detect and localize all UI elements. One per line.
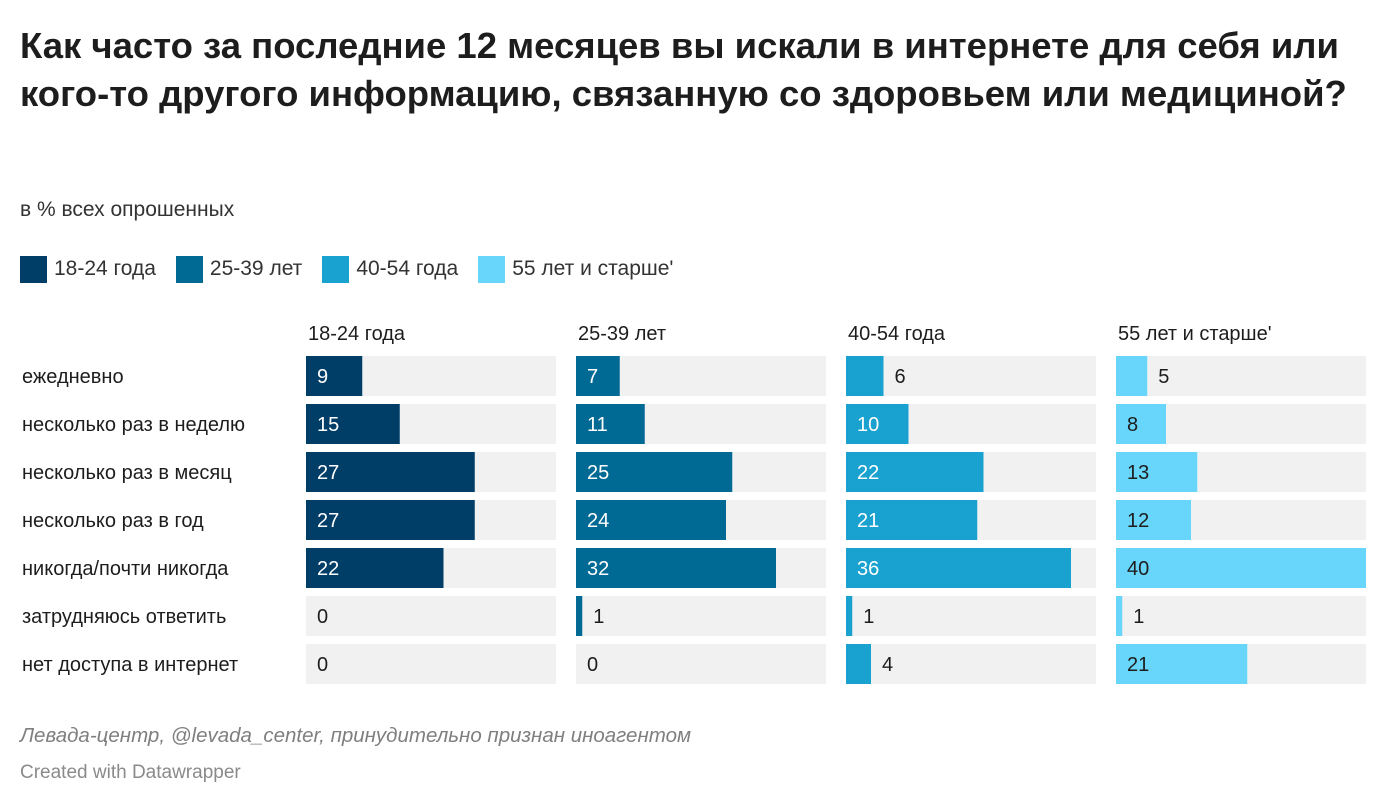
legend-item-40-54: 40-54 года — [322, 255, 459, 283]
chart-title: Как часто за последние 12 месяцев вы иск… — [20, 25, 1347, 114]
bar-value-label: 13 — [1127, 462, 1149, 484]
bar — [846, 500, 978, 540]
bar — [846, 404, 909, 444]
bar-chart: ежедневно несколько раз в неделю несколько… — [22, 323, 1366, 684]
bar — [576, 500, 726, 540]
legend-label-40-54: 40-54 года — [356, 257, 459, 280]
bar — [306, 500, 475, 540]
bar-track — [1116, 356, 1366, 396]
legend-item-55-plus: 55 лет и старше' — [478, 255, 674, 283]
legend-item-25-39: 25-39 лет — [175, 255, 303, 283]
row-label: несколько раз в неделю — [22, 414, 245, 436]
bar-value-label: 15 — [317, 414, 339, 436]
bar-value-label: 11 — [587, 414, 608, 436]
bar — [306, 452, 475, 492]
bar-value-label: 0 — [587, 654, 598, 676]
bar-track — [846, 356, 1096, 396]
bar — [576, 356, 620, 396]
bar — [1116, 452, 1198, 492]
legend-label-55-plus: 55 лет и старше' — [512, 257, 674, 280]
bar-value-label: 24 — [587, 510, 609, 532]
bar — [576, 404, 645, 444]
bar — [1116, 644, 1248, 684]
bar-value-label: 8 — [1127, 414, 1138, 436]
bar-value-label: 12 — [1127, 510, 1149, 532]
bar-value-label: 36 — [857, 558, 879, 580]
bar-value-label: 27 — [317, 462, 339, 484]
bar-value-label: 10 — [857, 414, 879, 436]
bar-value-label: 0 — [317, 606, 328, 628]
bar-track — [576, 596, 826, 636]
legend-swatch-40-54 — [322, 255, 350, 283]
bar-track — [306, 644, 556, 684]
row-label: ежедневно — [22, 366, 124, 388]
row-label: затрудняюсь ответить — [22, 606, 226, 628]
bar — [306, 404, 400, 444]
row-label: нет доступа в интернет — [22, 654, 238, 676]
legend-label-18-24: 18-24 года — [54, 257, 156, 280]
bar — [1116, 548, 1366, 588]
bar — [576, 452, 733, 492]
bar-track — [1116, 596, 1366, 636]
legend-swatch-18-24 — [20, 255, 47, 283]
panel-header: 40-54 года — [848, 323, 946, 345]
bar — [846, 596, 853, 636]
row-label: никогда/почти никогда — [22, 558, 229, 580]
bar — [846, 356, 884, 396]
bar-value-label: 40 — [1127, 558, 1149, 580]
bar-value-label: 4 — [882, 654, 893, 676]
bar — [1116, 500, 1191, 540]
bar-value-label: 6 — [895, 366, 906, 388]
bar — [306, 356, 363, 396]
legend-swatch-25-39 — [175, 255, 203, 283]
bar-value-label: 0 — [317, 654, 328, 676]
bar — [846, 548, 1071, 588]
bar-value-label: 9 — [317, 366, 328, 388]
panel-header: 55 лет и старше' — [1118, 323, 1272, 345]
bar-value-label: 27 — [317, 510, 339, 532]
row-label: несколько раз в год — [22, 510, 204, 532]
bar — [306, 548, 444, 588]
chart-legend: 18-24 года 25-39 лет 40-54 года 55 лет и… — [20, 254, 693, 284]
source-note: Левада-центр, @levada_center, принудител… — [20, 724, 692, 747]
bar-value-label: 25 — [587, 462, 609, 484]
bar — [846, 644, 871, 684]
bar-value-label: 5 — [1158, 366, 1169, 388]
bar-value-label: 1 — [1133, 606, 1144, 628]
bar-track — [846, 644, 1096, 684]
row-label: несколько раз в месяц — [22, 462, 232, 484]
bar-value-label: 21 — [1127, 654, 1149, 676]
bar — [1116, 596, 1123, 636]
bar-track — [576, 644, 826, 684]
chart-subtitle: в % всех опрошенных — [20, 198, 235, 221]
bar-track — [846, 596, 1096, 636]
bar-track — [306, 596, 556, 636]
bar-value-label: 22 — [317, 558, 339, 580]
legend-item-18-24: 18-24 года — [20, 255, 156, 283]
bar — [576, 548, 776, 588]
credit-note: Created with Datawrapper — [20, 762, 241, 783]
bar-value-label: 1 — [863, 606, 874, 628]
legend-swatch-55-plus — [478, 255, 506, 283]
bar — [1116, 356, 1148, 396]
bar — [846, 452, 984, 492]
legend-label-25-39: 25-39 лет — [209, 257, 303, 280]
panel-header: 18-24 года — [308, 323, 406, 345]
bar — [1116, 404, 1166, 444]
panel-header: 25-39 лет — [578, 323, 666, 345]
bar — [576, 596, 583, 636]
bar-value-label: 1 — [593, 606, 604, 628]
bar-value-label: 32 — [587, 558, 609, 580]
bar-value-label: 21 — [857, 510, 879, 532]
bar-value-label: 22 — [857, 462, 879, 484]
bar-value-label: 7 — [587, 366, 598, 388]
